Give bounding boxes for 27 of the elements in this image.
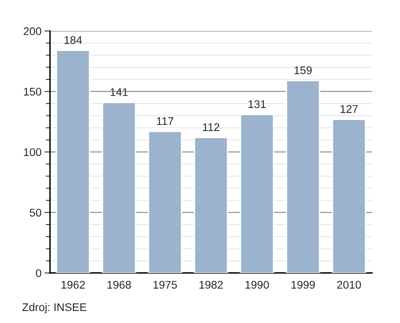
x-tick-label: 1975	[153, 280, 177, 289]
data-label: 117	[156, 117, 174, 125]
text: Zdroj: INSEE	[22, 302, 86, 314]
y-tick-label: 50	[30, 208, 42, 217]
bar	[194, 136, 228, 273]
bar	[148, 130, 182, 273]
data-label: 127	[340, 105, 358, 113]
y-tick-label: 150	[24, 88, 42, 96]
x-tick-label: 1968	[107, 280, 131, 289]
bar	[286, 80, 320, 273]
data-label: 159	[294, 66, 312, 74]
bar	[56, 50, 90, 273]
x-tick-label: 1962	[61, 280, 85, 289]
x-tick-label: 2010	[337, 280, 361, 289]
y-tick-label: 200	[24, 27, 42, 36]
data-label: 184	[64, 36, 82, 44]
x-tick-label: 1982	[199, 280, 223, 289]
data-label: 112	[202, 123, 220, 131]
y-tick-label: 0	[36, 269, 42, 278]
x-tick-label: 1999	[291, 280, 315, 289]
bar	[240, 114, 274, 273]
bar	[102, 102, 136, 273]
x-tick-label: 1990	[245, 280, 269, 289]
y-tick-label: 100	[24, 148, 42, 156]
bar	[332, 118, 366, 273]
data-label: 131	[248, 100, 266, 108]
data-label: 141	[110, 88, 128, 96]
